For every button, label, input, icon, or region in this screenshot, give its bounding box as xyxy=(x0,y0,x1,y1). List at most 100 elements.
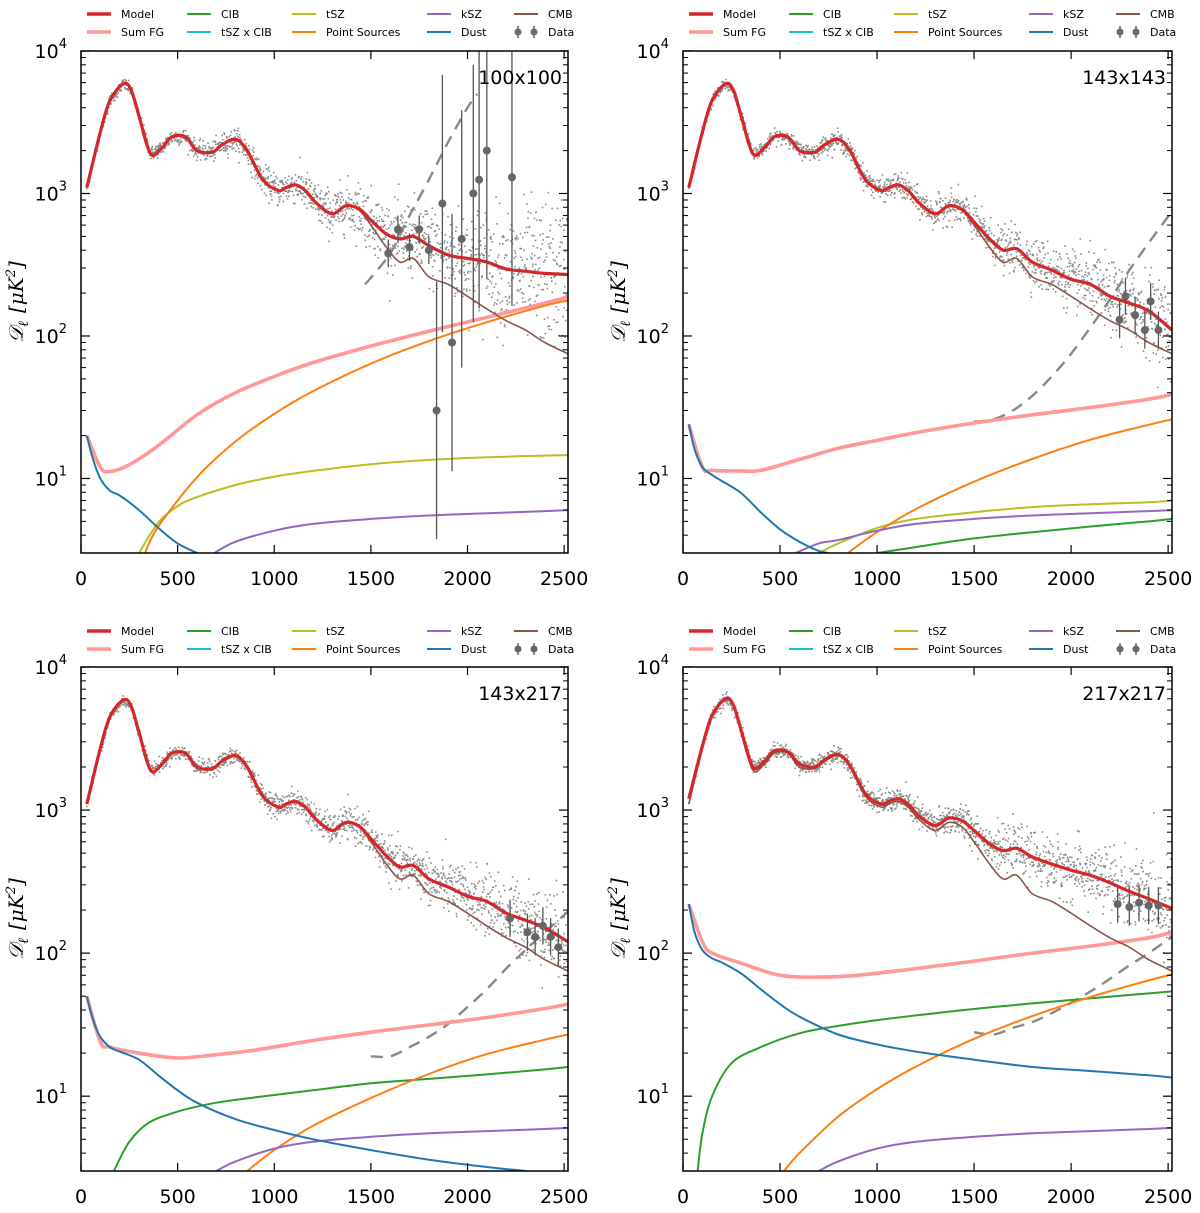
scatter-point xyxy=(431,887,433,889)
scatter-point xyxy=(217,756,220,759)
data-point xyxy=(1146,282,1155,320)
scatter-point xyxy=(501,308,503,310)
scatter-point xyxy=(788,148,790,150)
scatter-point xyxy=(284,806,286,809)
scatter-point xyxy=(270,806,272,809)
scatter-point xyxy=(161,757,164,759)
scatter-point xyxy=(1145,336,1148,339)
scatter-point xyxy=(346,838,349,841)
data-marker xyxy=(448,338,457,347)
scatter-point xyxy=(935,201,938,204)
scatter-point xyxy=(243,149,245,152)
scatter-point xyxy=(379,852,381,855)
scatter-point xyxy=(1043,273,1046,276)
scatter-point xyxy=(371,829,373,831)
scatter-point xyxy=(213,773,216,775)
scatter-point xyxy=(317,207,319,209)
scatter-point xyxy=(821,140,823,142)
scatter-point xyxy=(1129,293,1131,296)
scatter-point xyxy=(363,835,366,837)
legend-item-model: Model xyxy=(87,625,154,638)
scatter-point xyxy=(552,258,555,261)
x-tick-label: 2500 xyxy=(1144,568,1192,590)
scatter-point xyxy=(283,796,286,799)
scatter-point xyxy=(262,170,265,173)
scatter-point xyxy=(352,202,355,204)
scatter-point xyxy=(435,889,438,892)
x-tick-label: 0 xyxy=(677,568,689,590)
scatter-point xyxy=(328,240,330,243)
scatter-point xyxy=(944,215,946,218)
scatter-point xyxy=(434,213,436,216)
scatter-point xyxy=(373,248,375,250)
scatter-point xyxy=(942,218,945,220)
scatter-point xyxy=(457,866,459,869)
scatter-point xyxy=(239,136,241,139)
scatter-point xyxy=(1099,269,1102,271)
scatter-point xyxy=(144,132,147,134)
scatter-point xyxy=(871,182,873,185)
scatter-point xyxy=(193,770,195,772)
scatter-point xyxy=(153,760,156,762)
scatter-point xyxy=(896,186,898,189)
scatter-point xyxy=(319,192,321,195)
scatter-point xyxy=(243,138,246,141)
scatter-point xyxy=(551,280,553,283)
scatter-point xyxy=(221,764,224,767)
scatter-point xyxy=(713,98,716,100)
scatter-point xyxy=(373,215,375,218)
data-scatter xyxy=(688,78,1172,389)
scatter-point xyxy=(386,857,388,860)
scatter-point xyxy=(957,183,960,186)
scatter-point xyxy=(1019,244,1022,246)
scatter-point xyxy=(348,826,351,829)
scatter-point xyxy=(1016,242,1019,245)
scatter-point xyxy=(422,865,425,868)
scatter-point xyxy=(362,833,365,835)
scatter-point xyxy=(255,157,258,159)
scatter-point xyxy=(377,834,379,837)
scatter-point xyxy=(283,183,285,186)
scatter-point xyxy=(269,190,271,193)
scatter-point xyxy=(1129,288,1132,291)
scatter-point xyxy=(1030,296,1033,298)
scatter-point xyxy=(765,150,767,152)
scatter-point xyxy=(268,166,270,169)
scatter-point xyxy=(955,216,958,218)
scatter-point xyxy=(403,852,405,855)
scatter-point xyxy=(1048,262,1051,265)
scatter-point xyxy=(434,890,436,892)
scatter-point xyxy=(199,137,202,140)
scatter-point xyxy=(1102,274,1105,277)
scatter-point xyxy=(556,262,558,265)
scatter-point xyxy=(925,215,928,218)
scatter-point xyxy=(411,875,414,878)
scatter-point xyxy=(540,219,543,222)
scatter-point xyxy=(956,208,959,210)
scatter-point xyxy=(717,87,719,89)
scatter-point xyxy=(325,202,327,204)
scatter-point xyxy=(1170,381,1172,383)
scatter-point xyxy=(830,137,832,139)
scatter-point xyxy=(1060,267,1063,270)
scatter-point xyxy=(1030,291,1032,294)
scatter-point xyxy=(419,875,422,877)
scatter-point xyxy=(1028,274,1030,276)
scatter-point xyxy=(1023,256,1025,259)
scatter-point xyxy=(527,299,530,302)
scatter-point xyxy=(853,149,856,152)
scatter-point xyxy=(416,860,419,863)
scatter-point xyxy=(391,223,393,225)
scatter-point xyxy=(443,889,445,891)
scatter-point xyxy=(96,150,99,152)
scatter-point xyxy=(1095,266,1098,269)
scatter-point xyxy=(954,209,956,211)
scatter-point xyxy=(282,192,285,195)
scatter-point xyxy=(453,246,456,248)
scatter-point xyxy=(996,243,999,245)
scatter-point xyxy=(417,884,419,886)
scatter-point xyxy=(455,230,457,232)
scatter-point xyxy=(319,197,322,200)
scatter-point xyxy=(150,765,153,767)
scatter-point xyxy=(1114,279,1116,282)
